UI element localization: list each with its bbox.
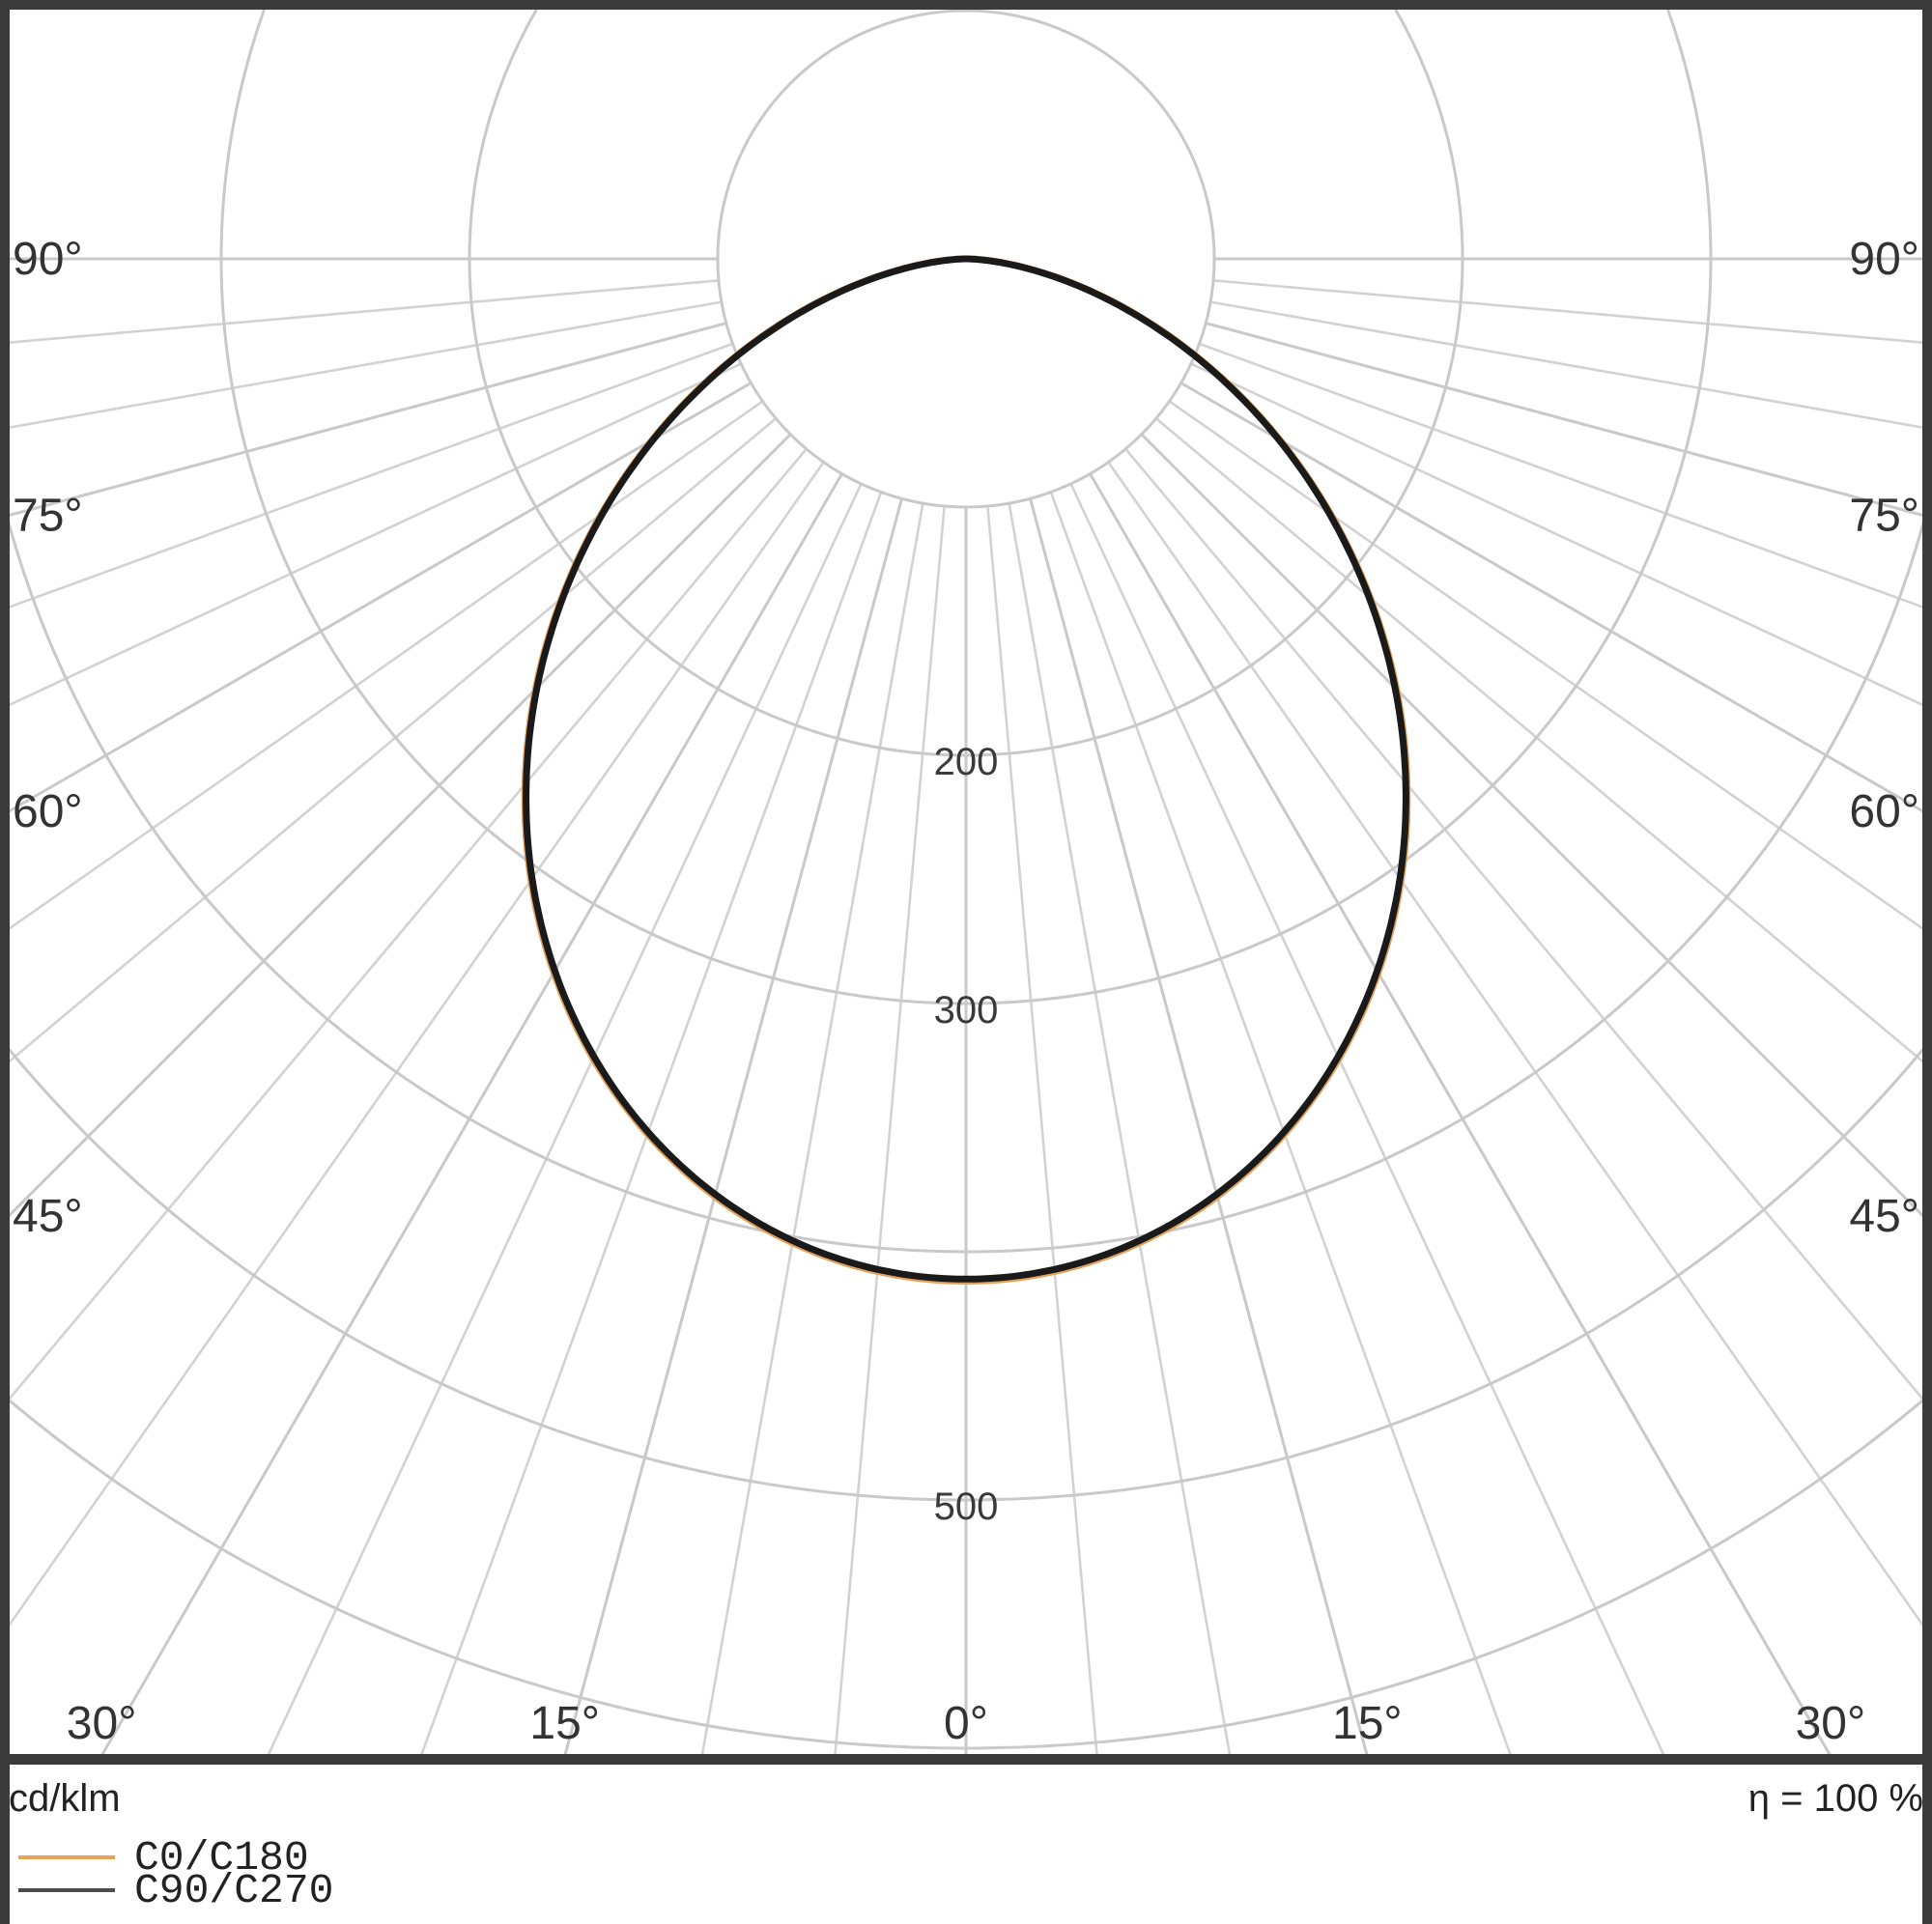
svg-text:45°: 45° [1849,1191,1919,1242]
svg-text:30°: 30° [1796,1698,1866,1749]
svg-text:75°: 75° [1849,491,1919,542]
svg-text:500: 500 [934,1485,999,1528]
svg-text:30°: 30° [67,1698,137,1749]
svg-text:90°: 90° [1849,234,1919,285]
svg-text:60°: 60° [13,786,83,837]
svg-text:60°: 60° [1849,786,1919,837]
svg-text:75°: 75° [13,491,83,542]
svg-text:300: 300 [934,989,999,1032]
svg-text:15°: 15° [1332,1698,1403,1749]
svg-text:90°: 90° [13,234,83,285]
svg-text:15°: 15° [529,1698,600,1749]
svg-text:200: 200 [934,741,999,783]
svg-text:45°: 45° [13,1191,83,1242]
svg-text:0°: 0° [944,1698,988,1749]
